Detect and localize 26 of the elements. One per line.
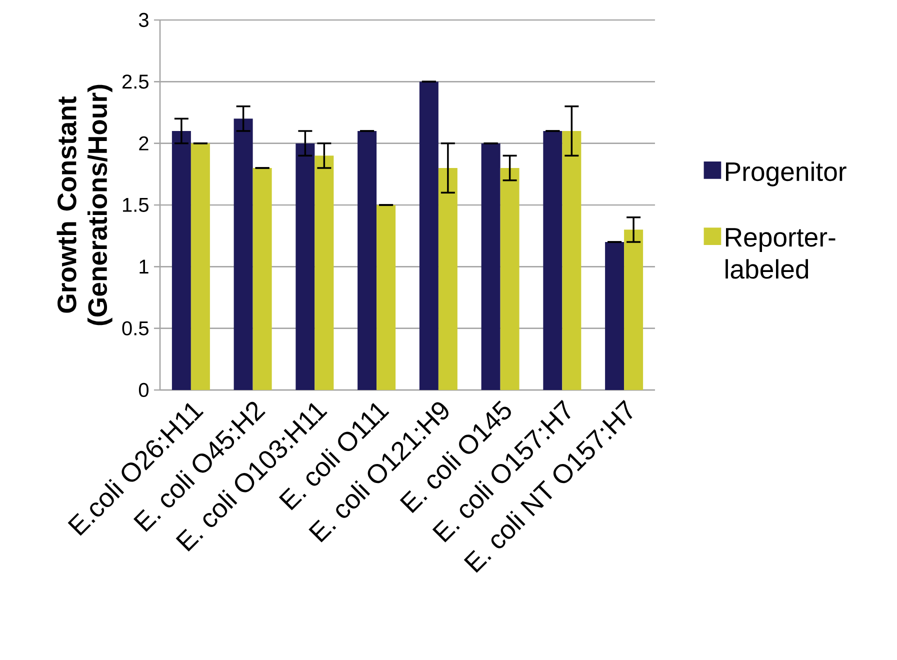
bar (252, 168, 272, 390)
legend-label: Reporter-labeled (726, 228, 836, 279)
y-tick-label: 0 (138, 382, 148, 398)
bar (358, 130, 377, 390)
bar (376, 204, 396, 390)
bar (172, 130, 191, 390)
y-tick-label: 2.5 (122, 74, 148, 89)
bar (190, 143, 210, 390)
bar (314, 156, 334, 390)
bar (624, 230, 644, 390)
y-tick-label: 1 (140, 260, 148, 274)
bar (438, 168, 458, 390)
y-tick-label: 0.5 (122, 321, 148, 336)
bar (234, 118, 253, 390)
legend-label: Progenitor (726, 161, 846, 186)
y-tick-label: 3 (138, 12, 148, 28)
bar (543, 130, 562, 390)
bar (562, 130, 582, 390)
y-tick-label: 1.5 (123, 198, 148, 212)
y-tick-label: 2 (139, 136, 148, 150)
bar (605, 242, 624, 390)
bar (419, 82, 438, 390)
bar (296, 143, 315, 390)
bar (500, 168, 520, 390)
y-axis-title: Growth Constant (Generations/Hour) (56, 84, 112, 326)
bar (481, 143, 500, 390)
